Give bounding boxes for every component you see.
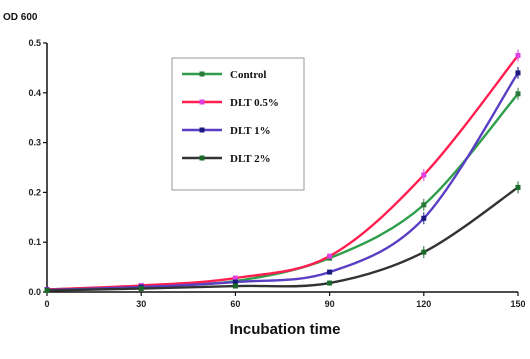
x-tick-label: 30 bbox=[136, 299, 146, 309]
legend-marker-0 bbox=[199, 71, 205, 77]
data-point-3-3 bbox=[327, 280, 333, 286]
axes bbox=[46, 43, 518, 293]
legend-label-0: Control bbox=[230, 69, 266, 81]
y-tick-label: 0.3 bbox=[28, 138, 41, 148]
legend-box bbox=[171, 57, 305, 191]
x-tick-label: 120 bbox=[416, 299, 431, 309]
x-axis-title: Incubation time bbox=[230, 321, 341, 338]
legend-marker-2 bbox=[199, 127, 205, 133]
data-point-1-3 bbox=[327, 253, 333, 259]
legend: Control DLT 0.5% DLT 1% DLT 2% bbox=[171, 57, 305, 191]
data-point-1-2 bbox=[232, 275, 238, 281]
legend-marker-1 bbox=[199, 99, 205, 105]
data-point-3-2 bbox=[232, 283, 238, 289]
legend-marker-3 bbox=[199, 155, 205, 161]
series-markers bbox=[44, 49, 521, 294]
y-tick-label: 0.0 bbox=[28, 287, 41, 297]
y-tick-label: 0.4 bbox=[28, 88, 41, 98]
legend-label-1: DLT 0.5% bbox=[230, 97, 279, 109]
legend-label-2: DLT 1% bbox=[230, 125, 271, 137]
x-tick-label: 90 bbox=[325, 299, 335, 309]
data-point-2-3 bbox=[327, 269, 333, 275]
legend-label-3: DLT 2% bbox=[230, 153, 271, 165]
ticks: 0 30 60 90 120 150 0.0 0.1 0.2 0.3 0.4 0.5 bbox=[28, 38, 525, 309]
series-line-3 bbox=[46, 186, 519, 292]
x-tick-label: 60 bbox=[230, 299, 240, 309]
y-tick-label: 0.5 bbox=[28, 38, 41, 48]
y-tick-label: 0.2 bbox=[28, 187, 41, 197]
x-tick-label: 0 bbox=[44, 299, 49, 309]
data-point-3-1 bbox=[138, 286, 144, 292]
data-point-3-0 bbox=[44, 288, 50, 294]
y-tick-label: 0.1 bbox=[28, 237, 41, 247]
x-tick-label: 150 bbox=[510, 299, 525, 309]
y-axis-title: OD 600 bbox=[3, 12, 38, 23]
data-point-2-2 bbox=[232, 279, 238, 285]
